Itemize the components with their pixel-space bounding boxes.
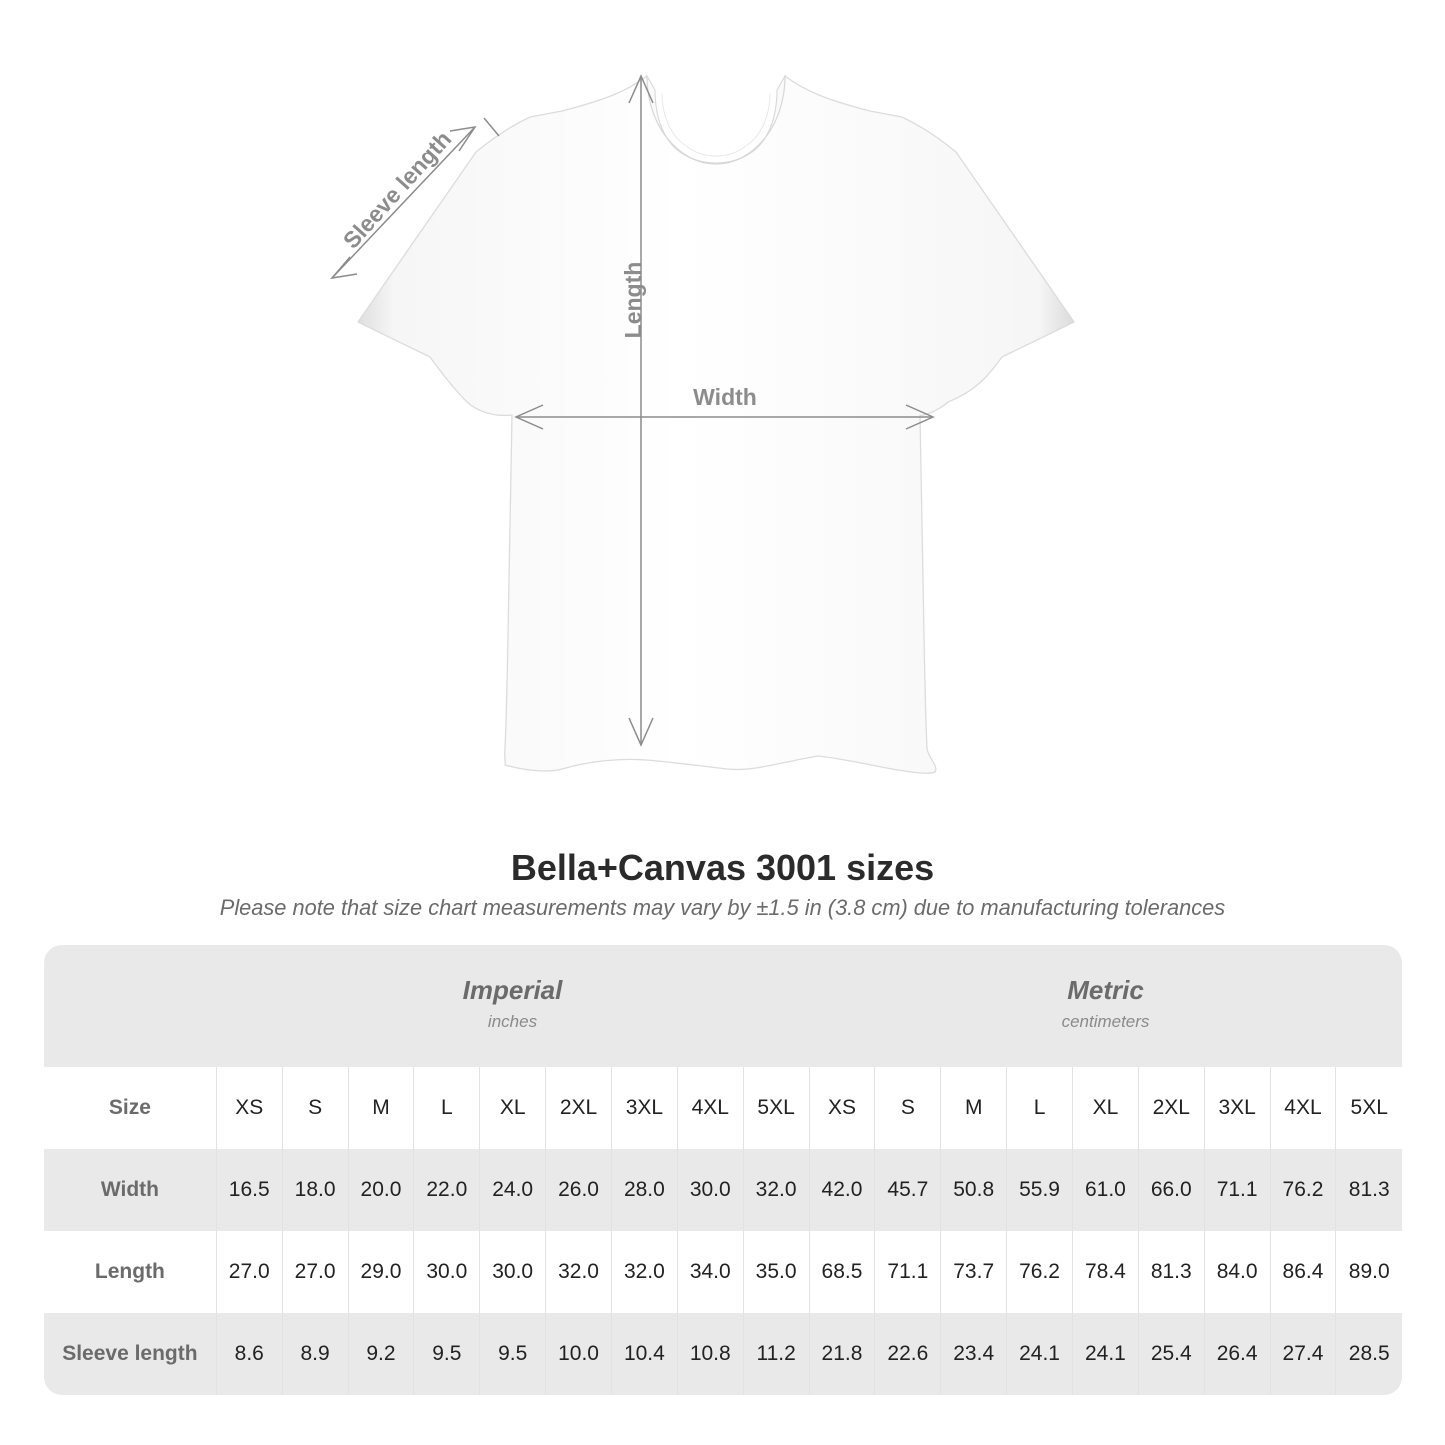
- svg-text:Width: Width: [693, 384, 757, 410]
- svg-text:Length: Length: [620, 262, 646, 339]
